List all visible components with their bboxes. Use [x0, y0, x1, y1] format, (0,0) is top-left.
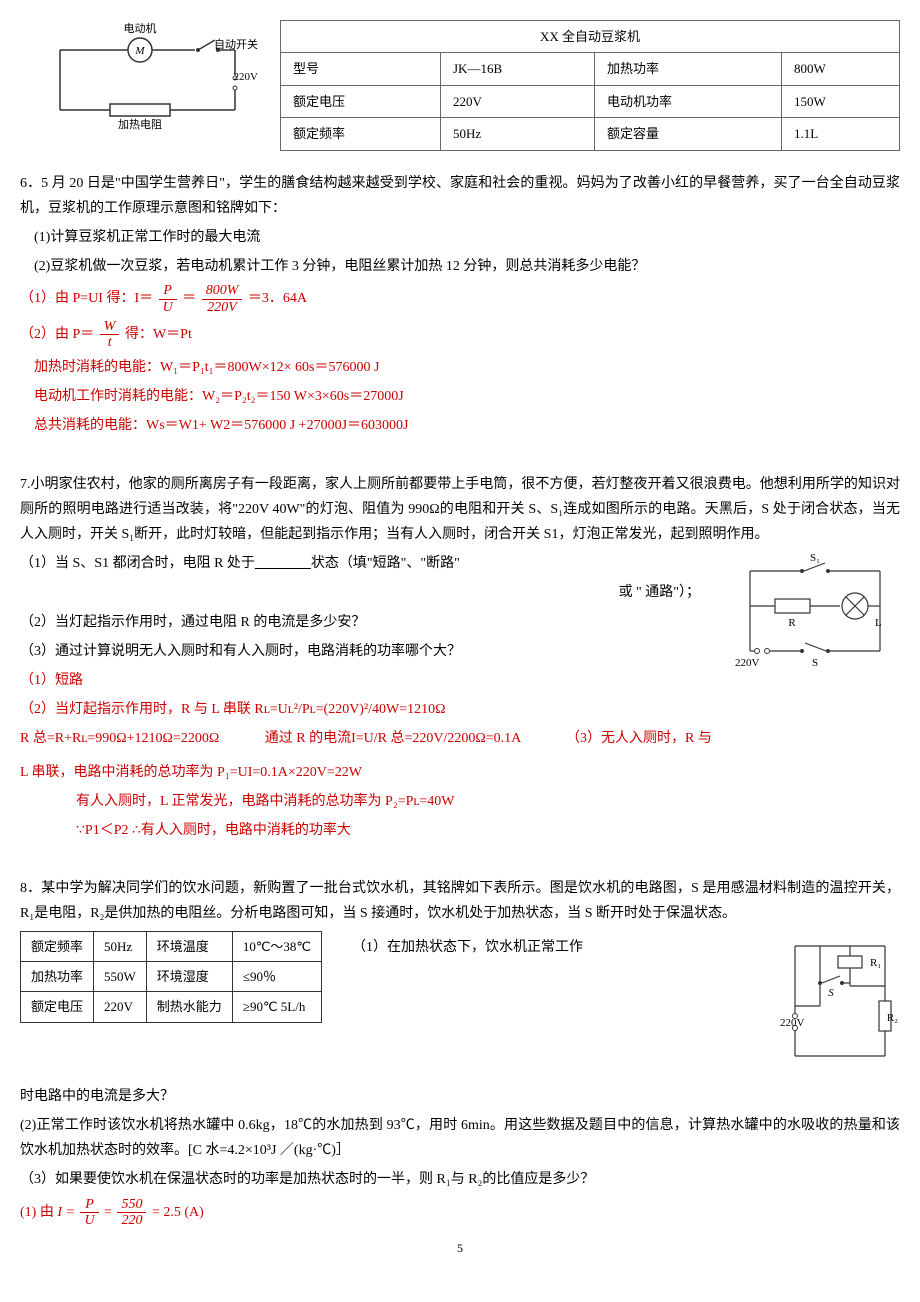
- motor-symbol: M: [134, 45, 145, 57]
- page-number: 5: [20, 1238, 900, 1260]
- q6-ans2-l1: 加热时消耗的电能：W₁＝P₁t₁＝800W×12× 60s＝576000 J: [20, 355, 900, 380]
- svg-text:L: L: [875, 617, 882, 629]
- q8-sub1-cont: 时电路中的电流是多大？: [20, 1084, 900, 1109]
- motor-label: 电动机: [124, 21, 157, 35]
- q6-sub2: (2)豆浆机做一次豆浆，若电动机累计工作 3 分钟，电阻丝累计加热 12 分钟，…: [20, 254, 900, 279]
- q8-stem: 8．某中学为解决同学们的饮水问题，新购置了一批台式饮水机，其铭牌如下表所示。图是…: [20, 876, 900, 926]
- svg-text:S: S: [812, 657, 818, 669]
- q8-sub1: （1）在加热状态下，饮水机正常工作: [352, 935, 750, 960]
- svg-text:220V: 220V: [735, 657, 760, 669]
- q8-spec-table: 额定频率50Hz环境温度10℃～38℃ 加热功率550W环境湿度≤90％ 额定电…: [20, 931, 322, 1023]
- q7-block: 7.小明家住农村，他家的厕所离房子有一段距离，家人上厕所前都要带上手电筒，很不方…: [20, 472, 900, 843]
- q8-row: 额定频率50Hz环境温度10℃～38℃ 加热功率550W环境湿度≤90％ 额定电…: [20, 931, 900, 1080]
- q6-ans2-l3: 总共消耗的电能：Ws＝W1+ W2＝576000 J +27000J＝60300…: [20, 413, 900, 438]
- q7-stem: 7.小明家住农村，他家的厕所离房子有一段距离，家人上厕所前都要带上手电筒，很不方…: [20, 472, 900, 548]
- q6-ans2-derive: （2）由 P＝ Wt 得：W＝Pt: [20, 319, 900, 351]
- soymilk-circuit-diagram: 电动机 M 自动开关 220V 加热电阻: [20, 20, 260, 151]
- q8-ans1: (1) 由 I = PU = 550220 = 2.5 (A): [20, 1197, 900, 1229]
- soymilk-spec-table: XX 全自动豆浆机 型号JK—16B 加热功率800W 额定电压220V 电动机…: [280, 20, 900, 151]
- voltage-label: 220V: [234, 71, 259, 83]
- top-row: 电动机 M 自动开关 220V 加热电阻 XX 全自动豆浆机 型号JK—16B: [20, 20, 900, 151]
- q6-stem: 6．5 月 20 日是"中国学生营养日"，学生的膳食结构越来越受到学校、家庭和社…: [20, 171, 900, 221]
- svg-text:R₂: R₂: [887, 1012, 898, 1024]
- svg-text:S: S: [828, 987, 834, 999]
- q7-ans2-l2: R 总=R+Rʟ=990Ω+1210Ω=2200Ω 通过 R 的电流I=U/R …: [20, 726, 900, 751]
- svg-text:R₁: R₁: [870, 957, 881, 969]
- q7-ans3-l1: L 串联，电路中消耗的总功率为 P₁=UI=0.1A×220V=22W: [20, 760, 900, 785]
- q6-sub1: (1)计算豆浆机正常工作时的最大电流: [20, 225, 900, 250]
- svg-text:R: R: [788, 617, 796, 629]
- q7-circuit-diagram: S₁ R L S 220V: [730, 551, 900, 690]
- q6-ans2-l2: 电动机工作时消耗的电能：W₂＝P₂t₂＝150 W×3×60s＝27000J: [20, 384, 900, 409]
- q7-ans2-l1: （2）当灯起指示作用时，R 与 L 串联 Rʟ=Uʟ²/Pʟ=(220V)²/4…: [20, 697, 900, 722]
- spec-title: XX 全自动豆浆机: [281, 21, 900, 53]
- svg-text:S₁: S₁: [810, 552, 820, 564]
- svg-text:220V: 220V: [780, 1017, 805, 1029]
- switch-label: 自动开关: [214, 37, 258, 51]
- q6-ans1: （1）由 P=UI 得：I＝ PU ＝ 800W220V ＝3．64A: [20, 283, 900, 315]
- q7-ans3-l3: ∵P1＜P2 ∴有人入厕时，电路中消耗的功率大: [20, 818, 900, 843]
- q8-sub2: (2)正常工作时该饮水机将热水罐中 0.6kg，18℃的水加热到 93℃，用时 …: [20, 1113, 900, 1163]
- q7-ans3-l2: 有人入厕时，L 正常发光，电路中消耗的总功率为 P₂=Pʟ=40W: [20, 789, 900, 814]
- q8-circuit-diagram: R₁ S R₂ 220V: [780, 931, 900, 1080]
- q8-sub3: （3）如果要使饮水机在保温状态时的功率是加热状态时的一半，则 R₁与 R₂的比值…: [20, 1167, 900, 1192]
- heater-label: 加热电阻: [118, 118, 162, 130]
